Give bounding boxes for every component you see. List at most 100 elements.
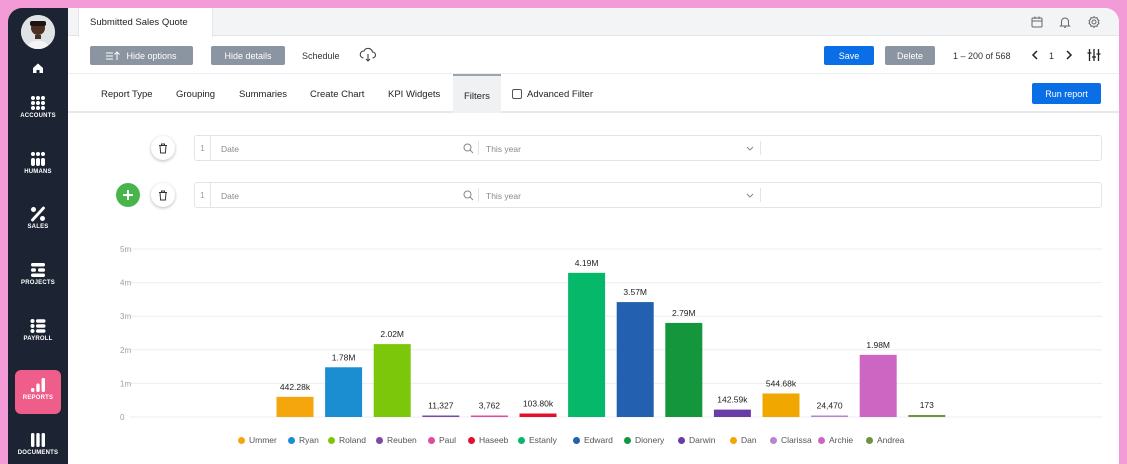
delete-filter-button[interactable] — [151, 136, 175, 160]
calendar-icon[interactable] — [1030, 15, 1044, 29]
legend-item[interactable]: Estanly — [518, 435, 557, 445]
tab-summaries[interactable]: Summaries — [239, 89, 288, 100]
schedule-link[interactable]: Schedule — [302, 51, 340, 61]
data-label: 3.57M — [623, 287, 647, 297]
legend-swatch — [866, 437, 873, 444]
save-button[interactable]: Save — [824, 46, 874, 65]
legend-swatch — [818, 437, 825, 444]
legend-item[interactable]: Reuben — [376, 435, 417, 445]
legend-item[interactable]: Dionery — [624, 435, 664, 445]
legend-label: Reuben — [387, 435, 417, 445]
sidebar-item-home[interactable] — [8, 62, 68, 74]
bar-darwin[interactable] — [713, 409, 751, 417]
chevron-left-icon[interactable] — [1031, 50, 1039, 60]
sidebar: ACCOUNTS HUMANS SALES PROJECTS PAYROLL R… — [8, 8, 68, 464]
legend-item[interactable]: Haseeb — [468, 435, 508, 445]
accounts-grid-icon — [31, 96, 45, 110]
bar-estanly[interactable] — [568, 272, 606, 417]
search-icon[interactable] — [463, 190, 474, 201]
search-icon[interactable] — [463, 143, 474, 154]
advanced-filter-checkbox[interactable] — [512, 89, 522, 99]
legend-swatch — [624, 437, 631, 444]
advanced-filter-label[interactable]: Advanced Filter — [527, 89, 594, 100]
hide-options-button[interactable]: Hide options — [90, 46, 193, 65]
chevron-down-icon[interactable] — [746, 146, 754, 151]
avatar[interactable] — [21, 15, 55, 49]
gear-icon[interactable] — [1087, 15, 1101, 29]
tab-kpi-widgets[interactable]: KPI Widgets — [388, 89, 441, 100]
legend-item[interactable]: Edward — [573, 435, 613, 445]
legend-item[interactable]: Clarissa — [770, 435, 812, 445]
sidebar-item-documents[interactable]: DOCUMENTS — [8, 432, 68, 456]
menu-sort-icon — [106, 50, 121, 60]
chevron-down-icon[interactable] — [746, 193, 754, 198]
page-number[interactable]: 1 — [1049, 51, 1055, 61]
report-tabs: Report Type Grouping Summaries Create Ch… — [68, 74, 1119, 113]
data-label: 142.59k — [717, 395, 748, 405]
legend-item[interactable]: Archie — [818, 435, 853, 445]
bar-roland[interactable] — [373, 344, 411, 417]
add-filter-button[interactable] — [116, 183, 140, 207]
legend-item[interactable]: Darwin — [678, 435, 715, 445]
tab-report-type[interactable]: Report Type — [101, 89, 153, 100]
tab-create-chart[interactable]: Create Chart — [310, 89, 365, 100]
sidebar-item-payroll[interactable]: PAYROLL — [8, 318, 68, 342]
bar-dionery[interactable] — [665, 322, 703, 417]
bar-haseeb[interactable] — [519, 413, 557, 417]
legend-label: Estanly — [529, 435, 557, 445]
legend-item[interactable]: Andrea — [866, 435, 904, 445]
legend-swatch — [518, 437, 525, 444]
sidebar-item-projects[interactable]: PROJECTS — [8, 262, 68, 286]
filter-field-input[interactable]: Date — [221, 191, 239, 201]
legend-swatch — [288, 437, 295, 444]
bar-clarissa[interactable] — [811, 415, 849, 418]
bar-dan[interactable] — [762, 393, 800, 417]
cloud-download-icon[interactable] — [359, 47, 377, 63]
legend-label: Paul — [439, 435, 457, 445]
data-label: 1.98M — [866, 340, 890, 350]
chevron-right-icon[interactable] — [1065, 50, 1073, 60]
legend-label: Haseeb — [479, 435, 509, 445]
bar-reuben[interactable] — [422, 415, 460, 418]
legend-label: Dionery — [635, 435, 665, 445]
bar-andrea[interactable] — [908, 414, 946, 417]
tab-filters[interactable]: Filters — [453, 74, 501, 113]
legend-item[interactable]: Ryan — [288, 435, 319, 445]
bar-ryan[interactable] — [325, 367, 363, 417]
filter-field-input[interactable]: Date — [221, 144, 239, 154]
sidebar-item-humans[interactable]: HUMANS — [8, 151, 68, 175]
projects-icon — [31, 263, 45, 277]
pagination-range: 1 – 200 of 568 — [953, 51, 1011, 61]
sidebar-item-label: REPORTS — [22, 395, 54, 401]
bar-ummer[interactable] — [276, 396, 314, 417]
run-report-button[interactable]: Run report — [1032, 83, 1101, 104]
tab-grouping[interactable]: Grouping — [176, 89, 216, 100]
legend-swatch — [428, 437, 435, 444]
bar-archie[interactable] — [859, 354, 897, 417]
data-label: 24,470 — [817, 401, 843, 411]
toolbar: Hide options Hide details Schedule Save … — [68, 36, 1119, 74]
legend-swatch — [238, 437, 245, 444]
legend-swatch — [468, 437, 475, 444]
legend-label: Roland — [339, 435, 366, 445]
bar-paul[interactable] — [470, 415, 508, 418]
delete-button[interactable]: Delete — [885, 46, 935, 65]
filter-value-select[interactable]: This year — [486, 191, 521, 201]
tab-submitted-sales-quote[interactable]: Submitted Sales Quote — [78, 8, 213, 37]
hide-details-button[interactable]: Hide details — [211, 46, 285, 65]
legend-swatch — [573, 437, 580, 444]
sidebar-item-sales[interactable]: SALES — [8, 206, 68, 230]
home-icon — [33, 63, 43, 73]
legend-item[interactable]: Roland — [328, 435, 366, 445]
bar-edward[interactable] — [616, 302, 654, 417]
delete-filter-button[interactable] — [151, 183, 175, 207]
filter-value-select[interactable]: This year — [486, 144, 521, 154]
legend-item[interactable]: Ummer — [238, 435, 277, 445]
sidebar-item-reports[interactable]: REPORTS — [15, 370, 61, 414]
legend-item[interactable]: Paul — [428, 435, 456, 445]
legend-label: Edward — [584, 435, 613, 445]
bell-icon[interactable] — [1058, 15, 1072, 29]
column-settings-icon[interactable] — [1087, 49, 1101, 61]
sidebar-item-accounts[interactable]: ACCOUNTS — [8, 95, 68, 119]
legend-item[interactable]: Dan — [730, 435, 757, 445]
